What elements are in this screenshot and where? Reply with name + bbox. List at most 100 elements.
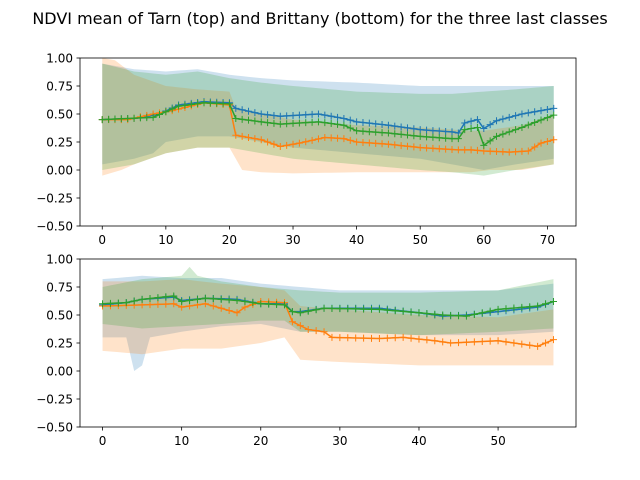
series-1-marker	[473, 146, 481, 154]
series-2-marker	[518, 303, 526, 311]
series-2-marker	[257, 300, 265, 308]
series-2-marker	[193, 295, 201, 303]
series-0-marker	[264, 111, 272, 119]
x-tick-label: 40	[411, 434, 426, 448]
y-tick-label: 0.75	[46, 280, 73, 294]
series-0-marker	[340, 114, 348, 122]
series-1-marker	[505, 148, 513, 156]
series-1-marker	[360, 334, 368, 342]
series-2-marker	[346, 124, 354, 132]
series-1-marker	[170, 300, 178, 308]
series-0-marker	[334, 113, 342, 121]
series-0-marker	[410, 125, 418, 133]
series-1-marker	[467, 146, 475, 154]
series-1-band	[102, 279, 554, 366]
series-1-marker	[238, 132, 246, 140]
series-2-marker	[98, 116, 106, 124]
series-0-marker	[245, 107, 253, 115]
series-2-marker	[170, 292, 178, 300]
series-0-marker	[493, 117, 501, 125]
series-2-marker	[486, 307, 494, 315]
series-2-marker	[359, 127, 367, 135]
x-tick-label: 10	[158, 233, 173, 247]
series-2-marker	[225, 100, 233, 108]
series-1-marker	[493, 148, 501, 156]
series-2-marker	[130, 114, 138, 122]
series-2-marker	[217, 295, 225, 303]
series-1-marker	[494, 337, 502, 345]
series-1-marker	[264, 138, 272, 146]
series-1-marker	[470, 338, 478, 346]
series-1-marker	[486, 147, 494, 155]
series-0-marker	[365, 119, 373, 127]
series-1-marker	[410, 143, 418, 151]
series-0-marker	[448, 128, 456, 136]
series-1-marker	[462, 338, 470, 346]
series-1-marker	[225, 307, 233, 315]
series-0-marker	[384, 121, 392, 129]
bottom-subplot-brittany: 0 10 20 30 40 50 −0.50 −0.25 0.00 0.25 0.50 0.75 1.0…	[36, 252, 577, 448]
series-1-marker	[359, 138, 367, 146]
series-2-marker	[499, 130, 507, 138]
series-2-marker	[155, 111, 163, 119]
series-2-marker	[114, 299, 122, 307]
series-1-marker	[391, 141, 399, 149]
series-1-marker	[416, 144, 424, 152]
series-1-marker	[461, 146, 469, 154]
series-2-marker	[375, 305, 383, 313]
series-0-marker	[257, 110, 265, 118]
series-1-marker	[336, 334, 344, 342]
series-1-marker	[499, 148, 507, 156]
series-0-marker	[391, 122, 399, 130]
y-tick-label: −0.25	[36, 392, 73, 406]
series-2-marker	[461, 126, 469, 134]
series-1-marker	[518, 340, 526, 348]
series-1-marker	[289, 140, 297, 148]
series-2-marker	[130, 297, 138, 305]
series-2-marker	[328, 304, 336, 312]
series-1-marker	[448, 145, 456, 153]
series-0-marker	[251, 109, 259, 117]
series-2-marker	[518, 123, 526, 131]
series-2-marker	[454, 135, 462, 143]
series-2-marker	[455, 312, 463, 320]
series-2-marker	[138, 295, 146, 303]
series-2-marker	[416, 132, 424, 140]
series-2-marker	[283, 120, 291, 128]
series-1-marker	[442, 145, 450, 153]
series-2-marker	[448, 135, 456, 143]
series-0-band	[102, 63, 554, 170]
series-2-marker	[470, 310, 478, 318]
series-2-marker	[270, 119, 278, 127]
series-1-marker	[431, 337, 439, 345]
series-1-marker	[542, 339, 550, 347]
series-1-marker	[447, 339, 455, 347]
series-1-marker	[391, 334, 399, 342]
series-1-marker	[423, 144, 431, 152]
series-0-marker	[270, 111, 278, 119]
series-1-marker	[415, 335, 423, 343]
y-tick-label: 1.00	[46, 51, 73, 65]
series-0-marker	[403, 124, 411, 132]
series-0-marker	[359, 119, 367, 127]
series-1-marker	[526, 341, 534, 349]
series-1-marker	[439, 338, 447, 346]
series-2-marker	[232, 114, 240, 122]
series-0-marker	[372, 120, 380, 128]
series-2-marker	[493, 132, 501, 140]
series-2-marker	[537, 116, 545, 124]
y-tick-label: 1.00	[46, 252, 73, 266]
series-2-marker	[531, 119, 539, 127]
series-2-marker	[407, 308, 415, 316]
series-2-marker	[304, 307, 312, 315]
series-1-marker	[384, 140, 392, 148]
series-1-marker	[251, 135, 259, 143]
series-1-line	[102, 300, 554, 348]
series-2-marker	[365, 128, 373, 136]
series-1-marker	[534, 342, 542, 350]
series-1-marker	[245, 134, 253, 142]
series-2-marker	[340, 121, 348, 129]
series-1-marker	[368, 334, 376, 342]
series-0-marker	[314, 110, 322, 118]
series-2-marker	[136, 114, 144, 122]
